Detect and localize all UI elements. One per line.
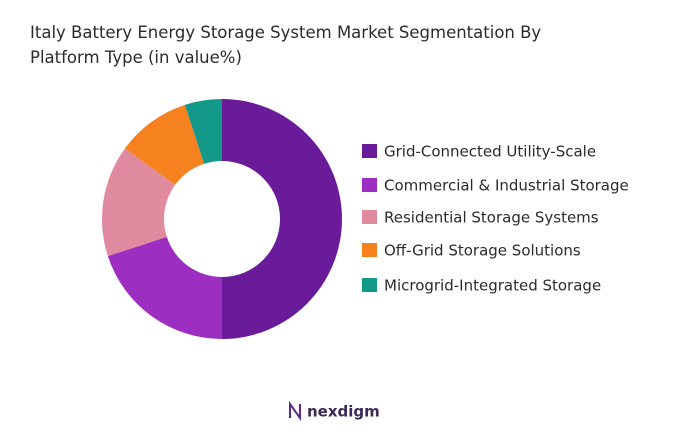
brand-name: nexdigm <box>307 403 380 421</box>
donut-slice <box>222 99 342 339</box>
legend-swatch <box>362 210 377 224</box>
donut-slice <box>107 236 222 339</box>
chart-title: Italy Battery Energy Storage System Mark… <box>30 23 542 67</box>
legend-swatch <box>362 243 377 257</box>
legend-label: Grid-Connected Utility-Scale <box>384 143 596 161</box>
legend-label: Off-Grid Storage Solutions <box>384 242 581 260</box>
donut-slice <box>102 148 176 257</box>
donut-slice <box>124 104 205 185</box>
legend-label: Residential Storage Systems <box>384 209 599 227</box>
legend-swatch <box>362 178 377 192</box>
brand-icon <box>289 400 301 422</box>
legend-swatch <box>362 278 377 292</box>
legend-swatch <box>362 144 377 158</box>
donut-slice <box>184 99 222 164</box>
legend-label: Commercial & Industrial Storage <box>384 177 629 195</box>
legend-label: Microgrid-Integrated Storage <box>384 277 601 295</box>
